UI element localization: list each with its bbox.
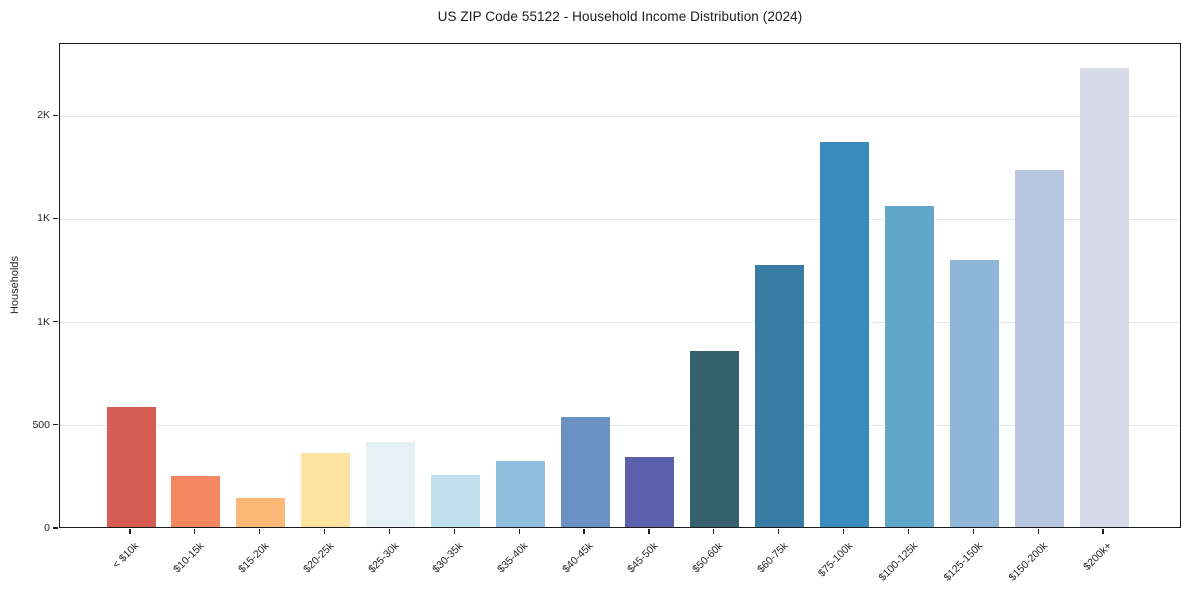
- bar-$25-30k: [365, 442, 415, 527]
- bar-$15-20k: [236, 498, 286, 527]
- x-tick-mark: [259, 529, 261, 534]
- bar-$20-25k: [301, 452, 351, 527]
- bar-$30-35k: [430, 475, 480, 527]
- x-tick-mark: [583, 529, 585, 534]
- x-tick-mark: [324, 529, 326, 534]
- plot-area: [59, 43, 1181, 528]
- bar-$100-125k: [884, 206, 934, 527]
- bar-$200k+: [1079, 67, 1129, 527]
- y-tick-mark: [53, 321, 58, 323]
- x-tick-mark: [194, 529, 196, 534]
- bar-$60-75k: [755, 264, 805, 527]
- y-tick-label: 1K: [37, 315, 50, 328]
- x-tick-label: $200k+: [946, 540, 1114, 573]
- x-tick-mark: [453, 529, 455, 534]
- gridline: [60, 115, 1180, 117]
- x-tick-mark: [388, 529, 391, 534]
- x-tick-mark: [972, 529, 974, 534]
- y-tick-mark: [53, 527, 58, 529]
- y-tick-mark: [53, 217, 58, 219]
- x-tick-label-text: $200k+: [1081, 540, 1115, 574]
- x-tick-mark: [907, 529, 909, 534]
- x-tick-mark: [648, 529, 650, 534]
- y-tick-label: 1K: [37, 212, 50, 225]
- gridline: [60, 218, 1180, 220]
- gridline: [60, 425, 1180, 427]
- bar-< $10k: [106, 407, 156, 527]
- bar-$50-60k: [690, 350, 740, 527]
- x-tick-mark: [129, 529, 131, 534]
- bar-$150-200k: [1014, 169, 1064, 527]
- gridline: [60, 322, 1180, 324]
- x-tick-mark: [1102, 529, 1104, 534]
- bar-$10-15k: [171, 475, 221, 527]
- bar-$45-50k: [625, 456, 675, 527]
- y-tick-label: 2K: [37, 109, 50, 122]
- x-tick-mark: [778, 529, 780, 534]
- bar-$75-100k: [820, 142, 870, 527]
- y-tick-label: 500: [32, 418, 50, 431]
- y-tick-mark: [53, 114, 58, 116]
- bar-$40-45k: [560, 417, 610, 527]
- x-tick-mark: [1037, 529, 1039, 534]
- bar-$125-150k: [949, 259, 999, 527]
- bar-$35-40k: [495, 461, 545, 527]
- x-tick-mark: [518, 529, 520, 534]
- y-tick-mark: [53, 424, 58, 426]
- chart-title: US ZIP Code 55122 - Household Income Dis…: [437, 9, 803, 24]
- x-tick-mark: [713, 529, 715, 534]
- y-axis-label: Households: [9, 255, 21, 315]
- y-tick-label: 0: [44, 522, 50, 534]
- x-tick-mark: [842, 529, 845, 534]
